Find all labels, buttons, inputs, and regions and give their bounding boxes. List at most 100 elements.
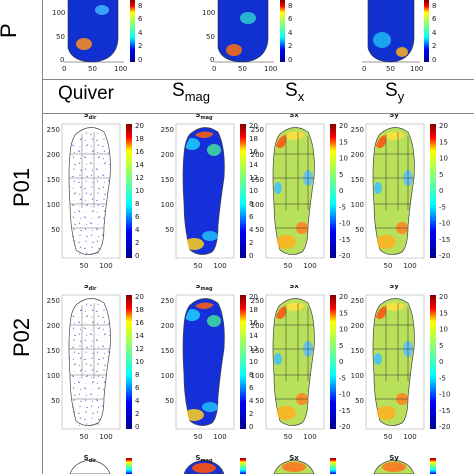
p02-y-ytick-0: 250	[351, 297, 364, 305]
quiver-arrow-74	[77, 181, 81, 183]
bottom-quiver-title-base: S	[84, 454, 89, 462]
top-hotspot-2b	[240, 12, 256, 24]
quiver-arrow-70	[101, 345, 105, 348]
p02-quiver-ytick-2: 150	[47, 347, 60, 355]
p01-x-hotspots	[273, 131, 315, 249]
top-cbar-3-t0: 8	[432, 2, 436, 10]
quiver-arrow-127	[109, 387, 111, 390]
p01-quiver-cbar-tick-1: 18	[135, 135, 144, 143]
p02-mag-hotspot-3	[184, 409, 204, 421]
top-cbar-2: 8 6 4 2 0	[280, 0, 293, 64]
p01-mag-group: 250 200 150 100 50 50 100	[161, 123, 235, 270]
quiver-arrow-126	[102, 388, 105, 390]
separator-vertical	[42, 0, 43, 474]
quiver-arrow-160	[69, 246, 71, 249]
quiver-arrow-37	[96, 322, 99, 324]
p02-quiver-colorbar	[126, 295, 132, 429]
p02-y-ytick-4: 50	[355, 397, 364, 405]
p02-mag-title-base: S	[195, 285, 200, 290]
quiver-arrow-87	[109, 187, 111, 189]
p01-mag-cbar-tick-0: 20	[249, 122, 258, 130]
quiver-arrow-126	[102, 217, 105, 219]
quiver-arrow-149	[97, 406, 100, 408]
quiver-arrow-69	[97, 175, 100, 177]
quiver-arrow-28	[90, 316, 93, 318]
quiver-arrow-143	[109, 399, 111, 402]
quiver-arrow-148	[90, 234, 93, 237]
quiver-arrow-12	[89, 304, 93, 306]
p02-x-xtick-0: 50	[284, 433, 293, 441]
quiver-arrow-165	[97, 418, 101, 420]
quiver-arrow-99	[84, 370, 87, 372]
p02-mag-cbar-tick-7: 6	[249, 384, 254, 392]
p02-x-cbar-tick-5: -5	[339, 374, 346, 382]
quiver-arrow-42	[79, 328, 82, 330]
p01-mag-cbar-tick-9: 2	[249, 239, 253, 247]
top-xtick-3a: 0	[362, 65, 366, 73]
quiver-arrow-161	[72, 247, 75, 249]
quiver-arrow-114	[77, 381, 81, 384]
quiver-arrow-108	[90, 376, 93, 378]
quiver-arrow-171	[85, 252, 88, 255]
p01-quiver-cbar-tick-7: 6	[135, 213, 140, 221]
quiver-arrow-90	[78, 364, 81, 366]
p02-x-cbar-tick-3: 5	[339, 342, 343, 350]
p02-quiver-xtick-1: 100	[99, 433, 112, 441]
p02-x-hotspot-5	[274, 353, 282, 365]
p01-y-hotspot-0	[384, 131, 404, 140]
p02-y-cbar-tick-4: 0	[439, 358, 443, 366]
quiver-arrow-114	[77, 210, 81, 213]
quiver-arrow-32	[67, 322, 68, 324]
quiver-arrow-107	[85, 375, 89, 378]
top-ytick-2c: 0	[210, 56, 214, 64]
p01-mag-ytick-2: 150	[161, 176, 174, 184]
p02-mag-hotspot-4	[202, 402, 218, 412]
quiver-arrow-147	[85, 235, 89, 237]
quiver-arrow-16	[66, 310, 68, 312]
quiver-arrow-163	[83, 418, 87, 420]
p01-x-cbar-tick-7: -15	[339, 236, 350, 244]
top-xtick-2b: 50	[238, 65, 247, 73]
p01-y-colorbar	[430, 124, 436, 258]
quiver-arrow-95	[108, 192, 111, 195]
quiver-arrow-109	[97, 375, 100, 378]
quiver-arrow-160	[69, 417, 71, 420]
quiver-arrow-77	[96, 180, 99, 183]
p01-mag-cbar-tick-4: 12	[249, 174, 258, 182]
quiver-arrow-129	[73, 223, 77, 225]
bottom-y-title: Sy	[389, 454, 399, 462]
quiver-arrow-90	[78, 193, 81, 195]
p02-y-hotspots	[373, 302, 415, 420]
quiver-arrow-147	[85, 406, 89, 408]
p01-quiver-axes-box	[61, 123, 121, 259]
p01-x-title: Sx	[289, 114, 299, 119]
quiver-arrow-158	[103, 241, 106, 243]
top-hotspot-3a	[373, 32, 391, 48]
p02-quiver-cbar-tick-0: 20	[135, 293, 144, 301]
top-cbar-3-t4: 0	[432, 56, 436, 64]
top-hotspot-1a	[76, 38, 92, 50]
quiver-arrow-32	[67, 151, 68, 153]
quiver-arrow-86	[102, 186, 105, 189]
p02-x-colorbar	[330, 295, 336, 429]
quiver-arrow-139	[84, 399, 87, 402]
top-hotspot-3b	[396, 47, 408, 57]
p01-y-ytick-4: 50	[355, 226, 364, 234]
p01-quiver-ytick-0: 250	[47, 126, 60, 134]
bottom-mag-title-sub: mag	[200, 458, 213, 464]
quiver-arrow-135	[108, 394, 111, 396]
p01-x-cbar-tick-2: 10	[339, 155, 348, 163]
p01-mag-cbar-tick-6: 8	[249, 200, 253, 208]
quiver-arrow-56	[66, 170, 68, 171]
p02-y-cbar-tick-8: -20	[439, 423, 450, 431]
quiver-arrow-41	[72, 156, 75, 159]
quiver-arrow-170	[78, 424, 81, 426]
quiver-arrow-150	[101, 405, 105, 408]
quiver-arrow-175	[108, 252, 111, 255]
quiver-arrow-0	[68, 127, 70, 129]
quiver-arrow-81	[72, 187, 75, 189]
quiver-arrow-94	[103, 193, 107, 195]
